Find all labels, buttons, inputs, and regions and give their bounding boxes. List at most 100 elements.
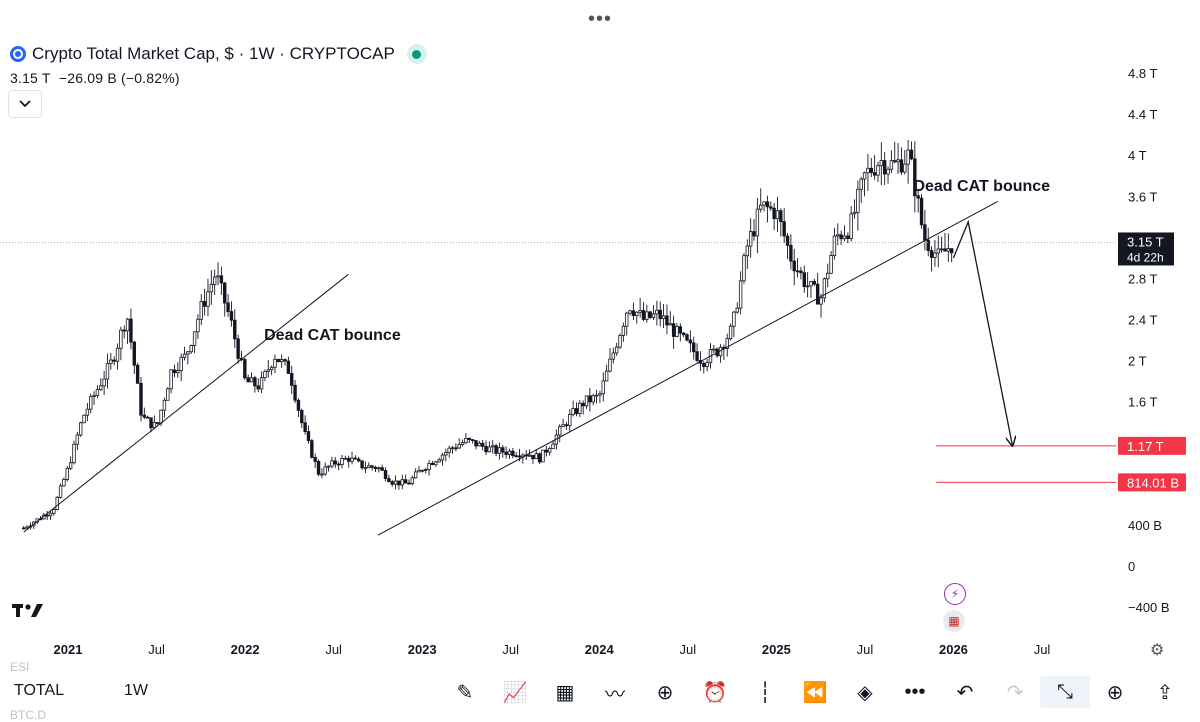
candle[interactable] (491, 439, 495, 454)
collapse-legend-button[interactable] (8, 90, 42, 118)
candle[interactable] (839, 230, 843, 246)
candle[interactable] (105, 353, 110, 389)
candle[interactable] (869, 157, 873, 178)
candle[interactable] (671, 315, 676, 349)
candle[interactable] (212, 269, 217, 295)
candle[interactable] (718, 344, 723, 363)
candle[interactable] (497, 442, 502, 460)
candle[interactable] (162, 397, 167, 418)
candle[interactable] (393, 475, 398, 490)
candle[interactable] (792, 248, 796, 286)
candle[interactable] (323, 462, 327, 476)
more-tools-icon[interactable]: ••• (904, 680, 926, 703)
candle[interactable] (156, 422, 160, 426)
candle[interactable] (256, 378, 260, 393)
candle[interactable] (186, 350, 190, 365)
candle[interactable] (832, 227, 837, 260)
candle[interactable] (464, 433, 468, 445)
replay-icon[interactable]: ⏪ (802, 681, 828, 704)
candle[interactable] (269, 365, 274, 376)
candle[interactable] (263, 369, 267, 382)
candle[interactable] (815, 272, 820, 305)
candle[interactable] (705, 359, 709, 372)
candle[interactable] (152, 415, 157, 429)
candle[interactable] (949, 248, 954, 263)
candle[interactable] (430, 460, 435, 466)
candle[interactable] (819, 293, 823, 318)
candle[interactable] (109, 352, 113, 370)
candle[interactable] (112, 356, 116, 366)
candle[interactable] (55, 495, 59, 511)
candle[interactable] (785, 233, 790, 260)
candle[interactable] (896, 143, 900, 174)
candle[interactable] (85, 402, 90, 422)
candle[interactable] (95, 385, 100, 399)
layers-icon[interactable]: ◈ (857, 681, 873, 704)
candle[interactable] (571, 400, 575, 417)
candle[interactable] (651, 305, 656, 321)
candle[interactable] (199, 294, 203, 325)
candle[interactable] (166, 387, 170, 401)
candle[interactable] (330, 456, 334, 469)
candle[interactable] (346, 455, 351, 468)
candle[interactable] (772, 202, 776, 231)
candle[interactable] (320, 468, 324, 479)
candle[interactable] (661, 304, 666, 329)
candle[interactable] (336, 461, 341, 471)
candle[interactable] (283, 358, 287, 366)
candle[interactable] (273, 354, 277, 374)
candle[interactable] (695, 343, 699, 363)
candle[interactable] (149, 417, 153, 433)
candle[interactable] (279, 354, 284, 368)
candle[interactable] (89, 393, 93, 414)
candle[interactable] (58, 483, 63, 499)
candle[interactable] (353, 455, 358, 460)
lightning-event-icon[interactable]: ⚡ (944, 583, 966, 605)
candle[interactable] (681, 331, 686, 338)
candle[interactable] (775, 196, 780, 232)
candle[interactable] (276, 358, 281, 363)
candle[interactable] (551, 440, 555, 449)
candle[interactable] (189, 344, 193, 355)
candle[interactable] (574, 402, 579, 417)
candle[interactable] (460, 439, 465, 447)
candle[interactable] (846, 232, 850, 244)
candle[interactable] (454, 443, 458, 452)
candle[interactable] (675, 323, 679, 338)
candle[interactable] (22, 525, 26, 530)
candle[interactable] (72, 440, 76, 465)
candle[interactable] (568, 409, 572, 433)
candle[interactable] (313, 453, 317, 468)
candle[interactable] (511, 447, 515, 459)
candle[interactable] (487, 441, 492, 453)
candle[interactable] (125, 317, 130, 344)
candle[interactable] (618, 333, 622, 350)
candle[interactable] (507, 448, 512, 460)
candle[interactable] (748, 218, 753, 258)
candle[interactable] (581, 400, 585, 415)
candle[interactable] (852, 199, 857, 219)
candle[interactable] (521, 453, 525, 464)
candle[interactable] (789, 234, 793, 270)
candle[interactable] (893, 141, 897, 164)
candle[interactable] (233, 309, 237, 348)
candle[interactable] (598, 390, 602, 404)
candle[interactable] (434, 460, 438, 467)
candle[interactable] (119, 326, 123, 361)
candle[interactable] (929, 246, 934, 272)
candle[interactable] (470, 439, 475, 444)
candle[interactable] (876, 161, 880, 182)
candle[interactable] (822, 277, 827, 303)
candle[interactable] (192, 331, 197, 354)
watchlist-ghost-item[interactable]: ESI (10, 660, 30, 674)
candle[interactable] (102, 370, 106, 395)
candle[interactable] (795, 258, 800, 278)
candle[interactable] (286, 356, 291, 374)
candle[interactable] (68, 456, 73, 470)
candle[interactable] (685, 333, 689, 342)
candle[interactable] (196, 314, 200, 339)
candle[interactable] (447, 445, 451, 458)
candle[interactable] (99, 378, 103, 391)
candle[interactable] (132, 340, 136, 375)
candle[interactable] (410, 475, 415, 486)
